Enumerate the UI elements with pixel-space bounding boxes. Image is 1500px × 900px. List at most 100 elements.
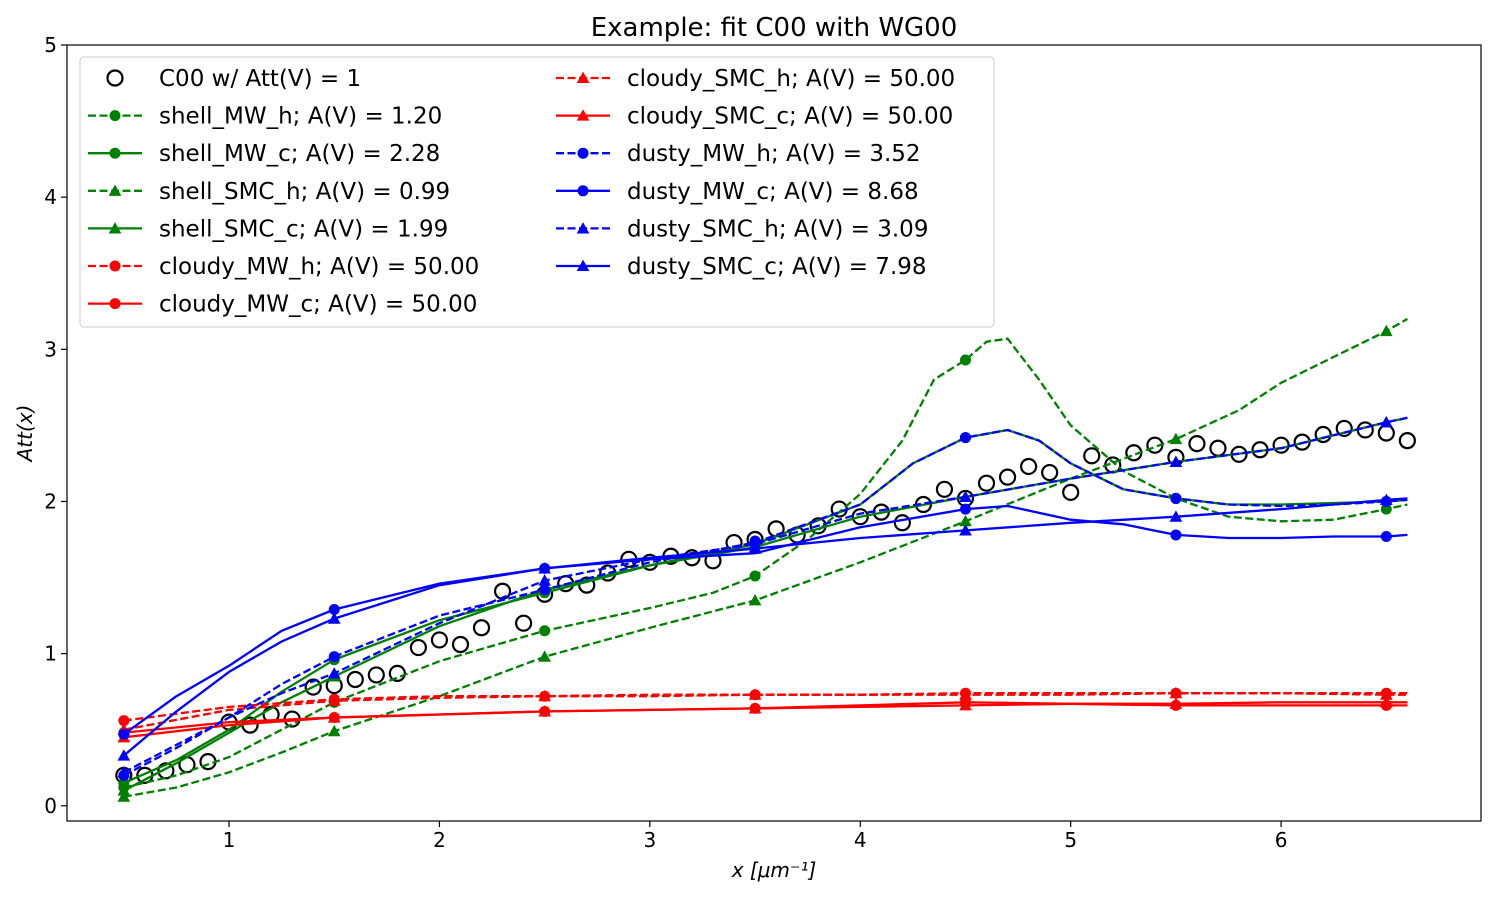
legend-entry: cloudy_MW_c; A(V) = 50.00 [88, 292, 477, 318]
observed-point [157, 762, 175, 780]
observed-points [115, 419, 1416, 784]
observed-point [1083, 447, 1101, 465]
observed-point [472, 619, 491, 637]
series-point [1169, 686, 1183, 699]
legend-label: cloudy_SMC_c; A(V) = 50.00 [627, 104, 953, 130]
legend-box [79, 56, 995, 328]
series-line [123, 701, 1408, 739]
legend-swatch [576, 71, 590, 84]
legend-label: dusty_SMC_c; A(V) = 7.98 [627, 254, 927, 280]
series-line [123, 317, 1408, 798]
x-tick-label: 2 [433, 828, 446, 852]
y-tick-label: 5 [44, 33, 57, 57]
series-point [1379, 688, 1393, 700]
series-point [327, 724, 341, 737]
series-2 [117, 317, 1408, 802]
series-point [538, 574, 551, 586]
series-point [538, 689, 551, 702]
observed-point [430, 631, 449, 649]
series-point [1379, 416, 1393, 428]
series-point [959, 688, 972, 700]
x-tick-label: 6 [1275, 828, 1288, 852]
legend-entry: dusty_SMC_c; A(V) = 7.98 [556, 254, 927, 280]
legend-label: shell_MW_c; A(V) = 2.28 [159, 141, 440, 167]
legend-entry: shell_SMC_h; A(V) = 0.99 [88, 179, 450, 205]
legend-label: shell_SMC_c; A(V) = 1.99 [159, 216, 448, 242]
observed-point [515, 614, 533, 632]
series-8 [118, 428, 1408, 781]
series-point [959, 354, 971, 366]
series-point [1169, 510, 1183, 522]
observed-point [1356, 421, 1374, 439]
legend-label: dusty_SMC_h; A(V) = 3.09 [627, 216, 928, 242]
observed-point [935, 480, 954, 498]
series-point [1169, 455, 1183, 467]
series-point [959, 490, 972, 502]
legend-label: shell_SMC_h; A(V) = 0.99 [159, 179, 450, 205]
series-point [1380, 503, 1392, 515]
observed-point [977, 474, 996, 492]
observed-point [1188, 435, 1206, 453]
legend-entry: shell_MW_h; A(V) = 1.20 [88, 104, 442, 130]
legend-entry: C00 w/ Att(V) = 1 [106, 66, 361, 92]
legend-swatch [109, 110, 121, 122]
series-3 [117, 416, 1408, 796]
observed-point [346, 670, 364, 689]
series-point [1170, 492, 1182, 504]
observed-point [304, 678, 322, 696]
observed-point [451, 635, 470, 654]
series-point [748, 688, 762, 700]
series-point [749, 570, 761, 582]
series-point [539, 584, 551, 596]
series-point [327, 711, 341, 723]
observed-point [1335, 419, 1353, 438]
legend-swatch [576, 222, 590, 234]
series-10 [117, 416, 1408, 778]
series-point [327, 667, 341, 679]
series-point [748, 594, 762, 606]
observed-point [1377, 424, 1395, 442]
series-line [123, 504, 1408, 736]
x-tick-label: 4 [854, 828, 867, 852]
legend-swatch [576, 259, 590, 272]
series-line [123, 416, 1408, 792]
legend-entry: cloudy_MW_h; A(V) = 50.00 [88, 254, 479, 280]
legend-swatch [108, 222, 122, 234]
series-point [117, 790, 131, 802]
series-point [1379, 493, 1393, 506]
series-point [748, 702, 762, 714]
legend-swatch [577, 185, 589, 197]
legend-swatch [109, 298, 121, 310]
series-point [327, 694, 341, 706]
observed-point [641, 553, 659, 571]
series-line [123, 428, 1408, 785]
x-tick-label: 3 [643, 828, 656, 852]
series-point [118, 777, 130, 789]
legend-swatch [106, 69, 124, 87]
legend-swatch [108, 184, 122, 196]
series-line [123, 692, 1408, 731]
series-1 [118, 428, 1408, 789]
series-point [959, 524, 972, 536]
series-point [1380, 530, 1392, 542]
observed-point [893, 514, 911, 532]
series-point [117, 749, 131, 761]
series-line [123, 692, 1408, 722]
y-tick-label: 4 [44, 185, 57, 209]
y-tick-label: 0 [44, 794, 57, 818]
series-line [123, 701, 1408, 734]
y-tick-label: 3 [44, 337, 57, 361]
observed-point [998, 468, 1017, 486]
series-point [1170, 529, 1182, 541]
series-point [328, 604, 340, 616]
observed-point [367, 666, 385, 684]
series-point [959, 503, 971, 515]
series-line [123, 416, 1408, 774]
series-point [959, 699, 972, 711]
legend-entry: shell_SMC_c; A(V) = 1.99 [88, 216, 448, 242]
observed-point [1041, 463, 1059, 482]
observed-point [409, 638, 427, 657]
y-tick-label: 2 [44, 489, 57, 513]
series-0 [118, 337, 1408, 794]
legend: C00 w/ Att(V) = 1 shell_MW_h; A(V) = 1.20… [79, 56, 995, 328]
